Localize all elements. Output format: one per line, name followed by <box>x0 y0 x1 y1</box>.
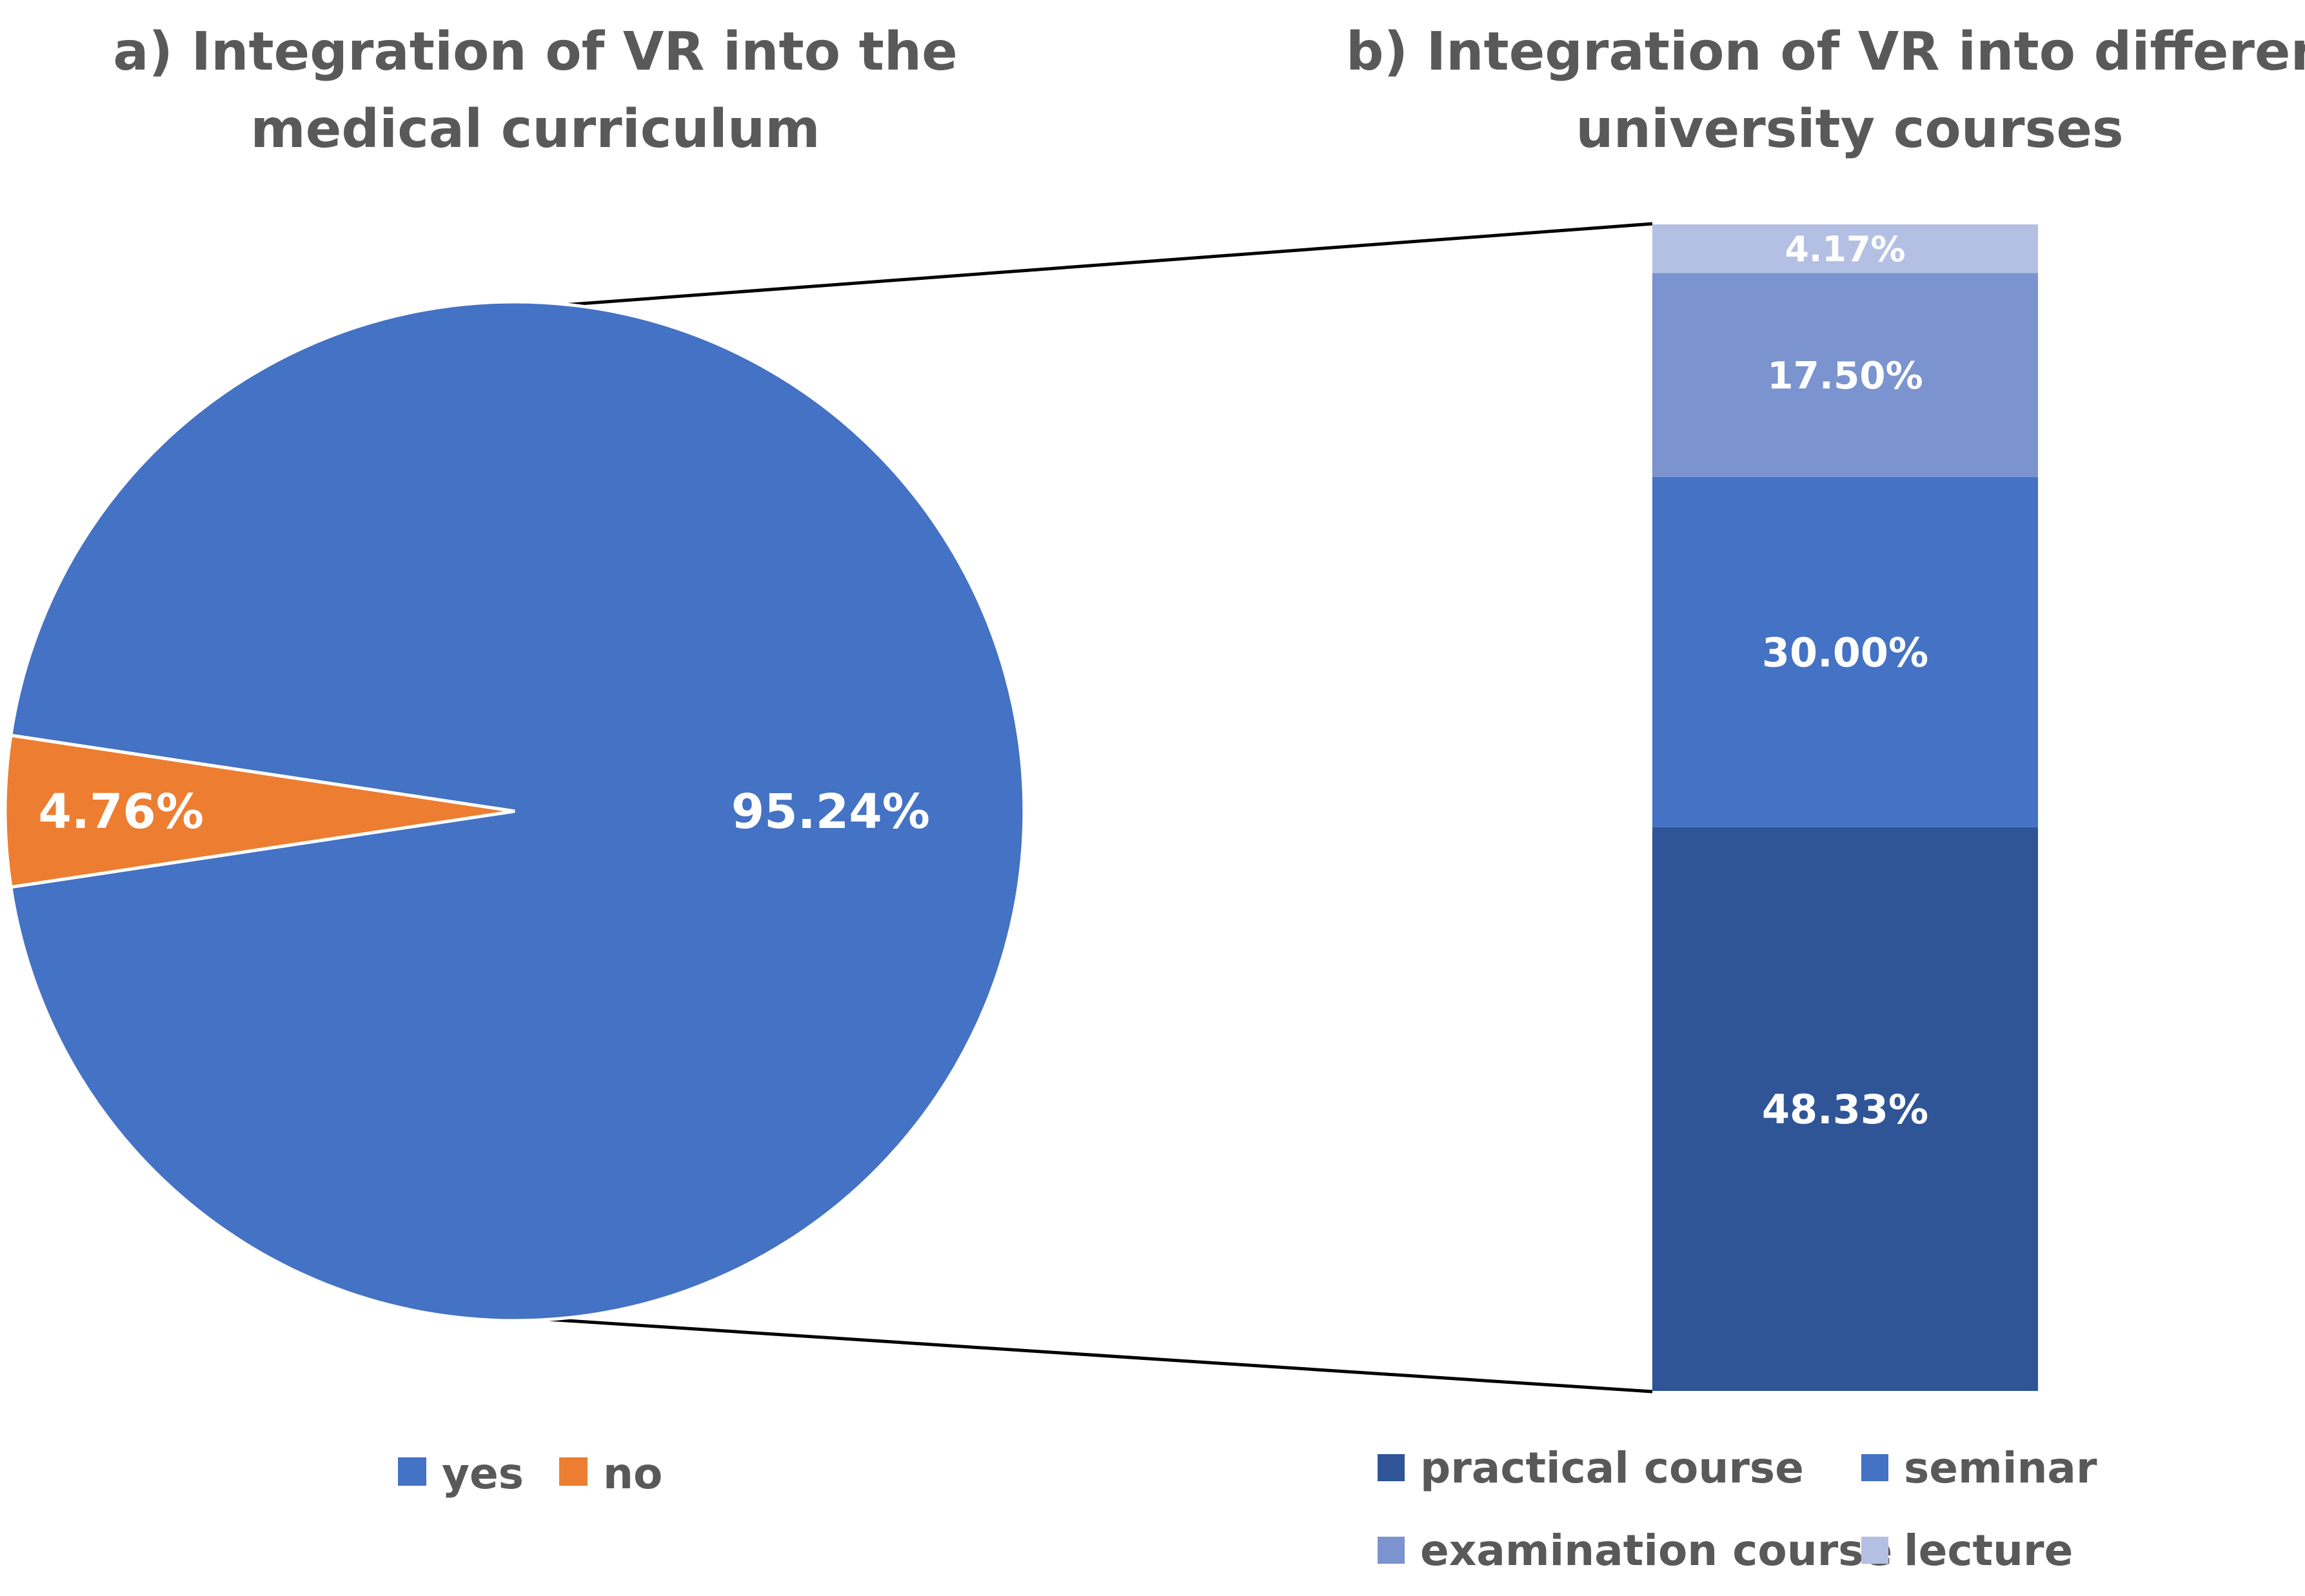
legend-swatch-seminar <box>1861 1454 1888 1481</box>
pie-chart-title: a) Integration of VR into the medical cu… <box>113 21 958 160</box>
pie-chart-legend: yes no <box>398 1449 662 1499</box>
bar-chart-title: b) Integration of VR into different univ… <box>1346 21 2305 160</box>
legend-label-practical-course: practical course <box>1420 1443 1804 1493</box>
legend-swatch-examination-course <box>1378 1537 1405 1564</box>
bar-chart-title-line-2: university courses <box>1576 99 2123 160</box>
legend-label-yes: yes <box>442 1449 524 1499</box>
legend-swatch-lecture <box>1861 1537 1888 1564</box>
pie-data-label-yes: 95.24% <box>731 784 930 840</box>
pie-chart-title-line-2: medical curriculum <box>250 99 820 160</box>
legend-label-lecture: lecture <box>1904 1526 2073 1575</box>
legend-swatch-practical-course <box>1378 1454 1405 1481</box>
bar-segment-seminar <box>1652 477 2038 827</box>
pie-data-label-no: 4.76% <box>38 784 204 840</box>
bar-segment-lecture <box>1652 224 2038 273</box>
stacked-bar-chart: 48.33% 30.00% 17.50% 4.17% <box>1652 224 2038 1391</box>
connector-line-top <box>536 222 1653 309</box>
connector-line-bottom <box>517 1315 1653 1394</box>
bar-chart-title-line-1: b) Integration of VR into different <box>1346 21 2305 83</box>
legend-label-seminar: seminar <box>1904 1443 2097 1493</box>
bar-data-label-examination-course: 17.50% <box>1767 354 1923 398</box>
bar-data-label-seminar: 30.00% <box>1762 629 1928 676</box>
bar-segment-practical-course <box>1652 827 2038 1391</box>
legend-swatch-yes <box>398 1457 426 1486</box>
pie-chart-title-line-1: a) Integration of VR into the <box>113 21 958 83</box>
bar-data-label-practical-course: 48.33% <box>1762 1086 1928 1133</box>
bar-segment-examination-course <box>1652 273 2038 478</box>
pie-slice-no <box>3 733 515 889</box>
legend-label-examination-course: examination course <box>1420 1526 1892 1575</box>
legend-label-no: no <box>603 1449 662 1499</box>
bar-data-label-lecture: 4.17% <box>1785 229 1905 270</box>
pie-chart: 95.24% 4.76% <box>3 300 1026 1323</box>
legend-swatch-no <box>559 1457 588 1486</box>
pie-slice-yes <box>8 300 1026 1323</box>
connector-lines <box>517 222 1653 1394</box>
